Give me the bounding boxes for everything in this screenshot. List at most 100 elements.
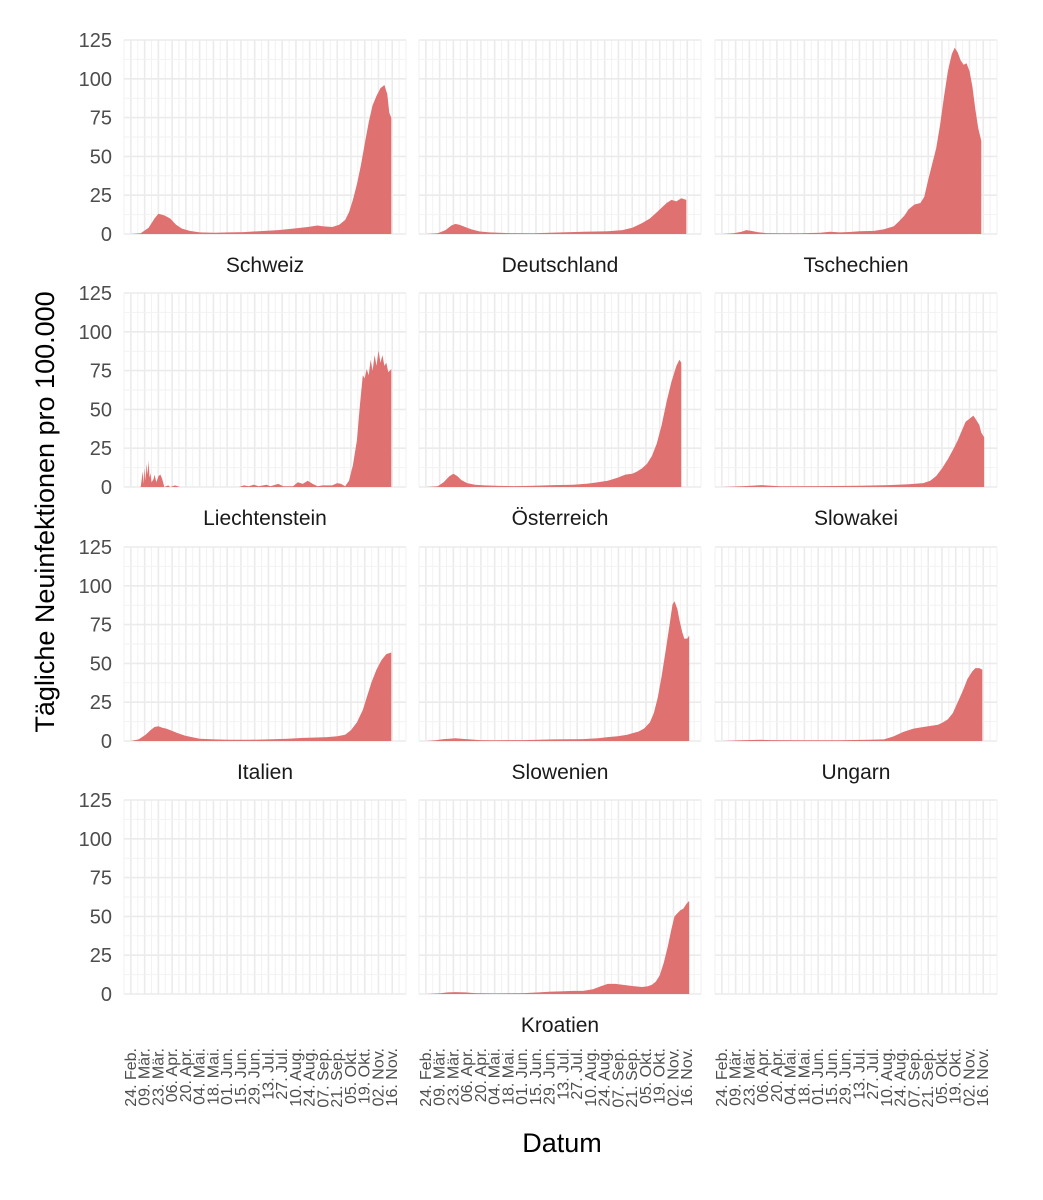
x-tick-label: 06. Apr. (164, 1048, 181, 1102)
area-ungarn (721, 668, 983, 741)
facet-label: Ungarn (822, 761, 891, 784)
x-tick-label: 24. Feb. (714, 1048, 731, 1107)
panels: 0 25 50 75 100 125 Schweiz Deutschland Tschechie… (79, 30, 998, 1108)
x-tick-label: 02. Nov. (962, 1048, 979, 1106)
x-tick-label: 24. Feb. (123, 1048, 140, 1107)
x-tick-label: 09. Mär. (728, 1048, 745, 1106)
y-tick-label: 125 (79, 537, 112, 559)
x-tick-label: 23. Mär. (150, 1048, 167, 1106)
y-tick-label: 50 (90, 653, 112, 675)
facet-label: Schweiz (226, 254, 304, 277)
x-tick-label: 21. Sep. (920, 1048, 937, 1108)
facet-slowakei: Slowakei (714, 292, 998, 530)
y-tick-label: 25 (90, 438, 112, 460)
x-axis-label: Datum (522, 1128, 602, 1158)
facet-empty-11: 24. Feb.09. Mär.23. Mär.06. Apr.20. Apr.… (714, 799, 998, 1108)
facet-kroatien: Kroatien 24. Feb.09. Mär.23. Mär.06. Apr.… (418, 799, 702, 1108)
x-tick-label: 19. Okt. (652, 1048, 669, 1104)
x-tick-label: 29. Jun. (838, 1048, 855, 1105)
facet-label: Slowenien (512, 761, 609, 784)
x-tick-label: 04. Mai. (783, 1048, 800, 1105)
x-tick-label: 18. Mai. (500, 1048, 517, 1105)
x-tick-label: 13. Jul. (260, 1048, 277, 1100)
x-tick-label: 15. Jun. (233, 1048, 250, 1105)
y-tick-label: 75 (90, 868, 112, 890)
facet-label: Kroatien (521, 1014, 599, 1037)
facet-label: Tschechien (803, 254, 908, 277)
x-tick-label: 24. Aug. (893, 1048, 910, 1107)
y-tick-label: 0 (101, 731, 112, 753)
facet-schweiz: 0 25 50 75 100 125 Schweiz (79, 30, 407, 277)
area-liechtenstein (140, 350, 392, 487)
area-kroatien (425, 900, 690, 994)
x-tick-label: 09. Mär. (432, 1048, 449, 1106)
x-tick-label: 29. Jun. (247, 1048, 264, 1105)
y-tick-label: 75 (90, 615, 112, 637)
area-schweiz (130, 85, 392, 234)
y-tick-label: 125 (79, 790, 112, 812)
x-tick-label: 27. Jul. (274, 1048, 291, 1100)
x-tick-label: 04. Mai. (192, 1048, 209, 1105)
x-tick-label: 21. Sep. (329, 1048, 346, 1108)
facet-label: Deutschland (502, 254, 619, 277)
x-tick-label: 01. Jun. (219, 1048, 236, 1105)
y-tick-label: 0 (101, 477, 112, 499)
y-tick-label: 100 (79, 69, 112, 91)
x-tick-label: 10. Aug. (583, 1048, 600, 1107)
x-tick-label: 13. Jul. (851, 1048, 868, 1100)
x-tick-label: 05. Okt. (934, 1048, 951, 1104)
x-tick-label: 02. Nov. (371, 1048, 388, 1106)
facet-deutschland: Deutschland (418, 39, 702, 277)
x-tick-label: 23. Mär. (445, 1048, 462, 1106)
y-tick-label: 25 (90, 185, 112, 207)
x-tick-label: 20. Apr. (473, 1048, 490, 1102)
area-slowakei (721, 415, 985, 487)
facet-österreich: Österreich (418, 292, 702, 530)
x-tick-label: 27. Jul. (569, 1048, 586, 1100)
facet-italien: 0 25 50 75 100 125 Italien (79, 537, 407, 784)
facet-liechtenstein: 0 25 50 75 100 125 Liechtenstein (79, 283, 407, 530)
x-tick-label: 10. Aug. (879, 1048, 896, 1107)
y-tick-label: 100 (79, 322, 112, 344)
x-tick-label: 07. Sep. (316, 1048, 333, 1108)
x-tick-label: 18. Mai. (205, 1048, 222, 1105)
x-tick-label: 29. Jun. (542, 1048, 559, 1105)
y-tick-label: 50 (90, 906, 112, 928)
x-tick-label: 16. Nov. (975, 1048, 992, 1106)
y-tick-label: 0 (101, 984, 112, 1006)
facet-label: Italien (237, 761, 293, 784)
x-tick-label: 05. Okt. (638, 1048, 655, 1104)
x-tick-label: 10. Aug. (288, 1048, 305, 1107)
x-tick-label: 07. Sep. (611, 1048, 628, 1108)
x-tick-label: 04. Mai. (487, 1048, 504, 1105)
x-tick-label: 21. Sep. (624, 1048, 641, 1108)
facet-ungarn: Ungarn (714, 546, 998, 784)
x-tick-label: 19. Okt. (357, 1048, 374, 1104)
y-tick-label: 50 (90, 146, 112, 168)
x-tick-label: 13. Jul. (555, 1048, 572, 1100)
y-tick-label: 0 (101, 224, 112, 246)
x-tick-label: 06. Apr. (755, 1048, 772, 1102)
area-deutschland (425, 198, 687, 234)
x-tick-label: 01. Jun. (810, 1048, 827, 1105)
x-tick-label: 23. Mär. (741, 1048, 758, 1106)
x-tick-label: 06. Apr. (459, 1048, 476, 1102)
y-tick-label: 125 (79, 283, 112, 305)
facet-label: Liechtenstein (203, 507, 327, 530)
y-axis-label: Tägliche Neuinfektionen pro 100.000 (30, 291, 60, 732)
area-tschechien (721, 47, 982, 234)
y-tick-label: 25 (90, 945, 112, 967)
x-tick-label: 16. Nov. (384, 1048, 401, 1106)
y-tick-label: 25 (90, 692, 112, 714)
x-tick-label: 16. Nov. (679, 1048, 696, 1106)
y-tick-label: 125 (79, 30, 112, 52)
x-tick-label: 27. Jul. (865, 1048, 882, 1100)
y-tick-label: 75 (90, 108, 112, 130)
facet-slowenien: Slowenien (418, 546, 702, 784)
facet-label: Slowakei (814, 507, 898, 530)
x-tick-label: 09. Mär. (137, 1048, 154, 1106)
y-tick-label: 75 (90, 361, 112, 383)
area-slowenien (425, 601, 690, 741)
x-tick-label: 18. Mai. (796, 1048, 813, 1105)
